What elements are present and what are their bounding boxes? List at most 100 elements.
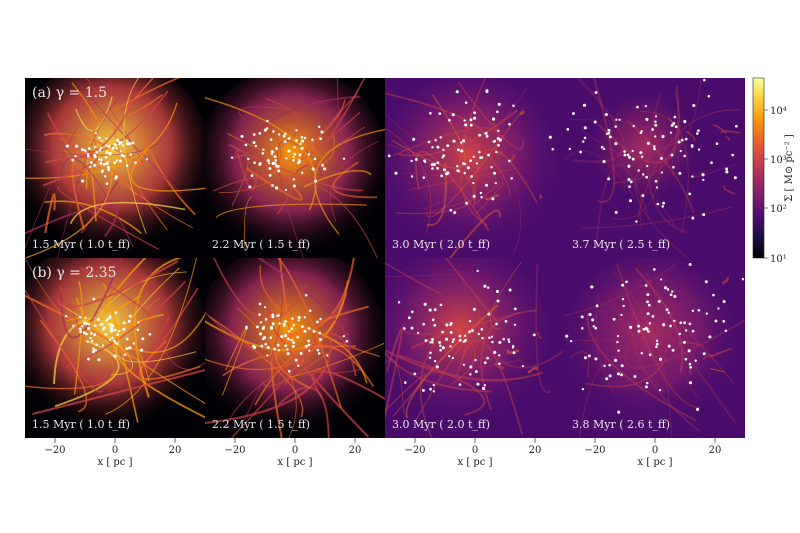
star-particle	[92, 347, 95, 350]
star-particle	[105, 137, 108, 140]
star-particle	[691, 309, 695, 313]
gas-filament	[489, 261, 522, 330]
star-particle	[662, 201, 666, 205]
star-particle	[646, 312, 650, 316]
star-particle	[307, 343, 311, 347]
star-particle	[487, 153, 491, 157]
x-tick-label: 0	[112, 445, 118, 456]
star-particle	[469, 159, 472, 162]
star-particle	[458, 334, 462, 338]
star-particle	[463, 171, 467, 175]
star-particle	[594, 357, 598, 361]
star-particle	[311, 167, 315, 171]
star-particle	[427, 140, 431, 144]
star-particle	[86, 340, 89, 343]
star-particle	[688, 262, 692, 266]
star-particle	[483, 384, 487, 387]
gas-glow	[565, 258, 736, 427]
star-particle	[129, 153, 132, 156]
star-particle	[701, 173, 705, 177]
star-particle	[731, 153, 735, 157]
gas-filament	[385, 351, 493, 393]
star-particle	[602, 160, 606, 164]
star-particle	[488, 336, 491, 340]
star-particle	[342, 335, 346, 338]
star-particle	[87, 323, 90, 326]
star-particle	[583, 136, 587, 140]
star-particle	[671, 348, 675, 352]
star-particle	[99, 158, 103, 162]
star-particle	[252, 133, 256, 136]
star-particle	[640, 352, 643, 355]
star-particle	[603, 147, 606, 151]
star-particle	[109, 323, 113, 326]
star-particle	[428, 308, 432, 312]
star-particle	[300, 135, 304, 139]
star-particle	[105, 182, 109, 185]
star-particle	[300, 171, 304, 175]
star-particle	[132, 342, 136, 345]
row-label-b: (b) γ = 2.35	[32, 265, 117, 281]
gas-filament	[601, 304, 673, 383]
star-particle	[261, 152, 265, 155]
star-particle	[414, 157, 418, 161]
gas-filament	[246, 161, 303, 201]
star-particle	[451, 356, 454, 360]
star-particle	[108, 316, 112, 320]
star-particle	[299, 142, 302, 146]
star-particle	[654, 120, 657, 123]
star-particle	[628, 199, 633, 203]
star-particle	[431, 341, 434, 344]
star-particle	[141, 337, 145, 341]
star-particle	[271, 313, 275, 317]
star-particle	[647, 330, 650, 333]
star-particle	[725, 170, 729, 174]
star-particle	[498, 340, 502, 344]
star-particle	[669, 324, 672, 328]
star-particle	[441, 156, 444, 159]
star-particle	[696, 407, 700, 411]
star-particle	[417, 331, 420, 334]
gas-filament	[300, 93, 361, 161]
gas-filament	[213, 258, 307, 321]
star-particle	[90, 331, 93, 335]
gas-filament	[385, 92, 486, 134]
star-particle	[413, 372, 417, 376]
star-particle	[288, 330, 291, 333]
gas-filament	[568, 119, 634, 130]
star-particle	[631, 157, 635, 161]
star-particle	[607, 131, 611, 135]
star-particle	[274, 159, 278, 162]
gas-filament	[25, 204, 118, 238]
star-particle	[410, 175, 414, 178]
star-particle	[582, 103, 587, 107]
star-particle	[469, 373, 472, 376]
star-particle	[287, 137, 291, 140]
star-particle	[297, 315, 301, 320]
gas-filament	[58, 285, 81, 330]
star-particle	[287, 369, 291, 373]
star-particle	[639, 131, 642, 135]
star-particle	[684, 137, 688, 141]
star-particle	[407, 316, 411, 320]
gas-filament	[69, 201, 186, 225]
star-particle	[430, 163, 434, 167]
star-particle	[702, 178, 705, 182]
star-particle	[616, 372, 620, 376]
star-particle	[654, 115, 658, 118]
star-particle	[102, 326, 106, 330]
star-particle	[532, 333, 536, 337]
star-particle	[262, 336, 266, 340]
star-particle	[128, 346, 132, 350]
star-particle	[317, 352, 321, 355]
star-particle	[122, 327, 126, 332]
gas-filament	[39, 319, 88, 413]
gas-filament	[721, 276, 730, 285]
star-particle	[100, 139, 103, 142]
star-particle	[453, 211, 457, 215]
star-particle	[107, 168, 111, 172]
gas-filament	[146, 285, 205, 370]
star-particle	[432, 383, 435, 387]
gas-filament	[393, 127, 500, 172]
gas-filament	[44, 193, 56, 234]
